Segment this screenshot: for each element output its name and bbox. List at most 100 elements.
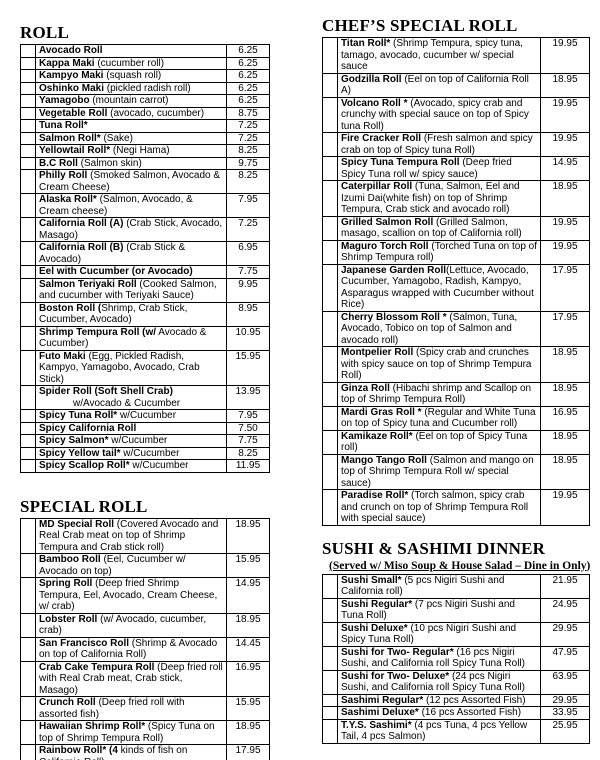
item-blank-cell xyxy=(20,44,36,58)
item-price: 21.95 xyxy=(540,573,590,599)
item-price: 17.95 xyxy=(226,744,270,760)
menu-item-row: Avocado Roll 6.25 xyxy=(20,44,270,58)
item-name-cell: Kappa Maki (cucumber roll) xyxy=(35,56,227,70)
item-price: 17.95 xyxy=(540,263,590,312)
item-description: (Eel on top of Spicy Tuna roll) xyxy=(341,430,528,453)
item-name: Spicy Salmon* xyxy=(39,435,109,446)
item-description: (w/ Avocado, cucumber, crab) xyxy=(39,613,207,636)
item-name: Oshinko Maki xyxy=(39,82,105,94)
item-name-cell: T.Y.S. Sashimi* (4 pcs Tuna, 4 pcs Yello… xyxy=(337,718,541,744)
menu-item-row: Grilled Salmon Roll (Grilled Salmon, mas… xyxy=(322,215,590,241)
item-name: Spicy California Roll xyxy=(39,422,137,434)
chefs-special-roll-table: Titan Roll* (Shrimp Tempura, spicy tuna,… xyxy=(322,37,590,526)
menu-item-row: Salmon Teriyaki Roll (Cooked Salmon, and… xyxy=(20,277,270,303)
menu-item-row: Sushi Deluxe* (10 pcs Nigiri Sushi and S… xyxy=(322,621,590,647)
item-blank-cell xyxy=(322,96,338,133)
item-description: (Spicy crab and crunches with spicy sauc… xyxy=(341,347,532,381)
item-name: San Francisco Roll xyxy=(39,637,130,649)
item-description: (Smoked Salmon, Avocado & Cream Cheese) xyxy=(39,170,221,193)
item-price: 18.95 xyxy=(540,346,590,383)
item-price: 18.95 xyxy=(226,517,270,554)
item-blank-cell xyxy=(20,56,36,70)
item-name-cell: Crunch Roll (Deep fried roll with assort… xyxy=(35,696,227,721)
menu-item-row: Kamikaze Roll* (Eel on top of Spicy Tuna… xyxy=(322,429,590,455)
item-price: 13.95 xyxy=(226,385,270,410)
item-name: Hawaiian Shrimp Roll* xyxy=(39,721,146,733)
item-price: 6.95 xyxy=(226,241,270,266)
item-name-cell: MD Special Roll (Covered Avocado and Rea… xyxy=(35,517,227,554)
item-description: (24 pcs Nigiri Sushi, and California rol… xyxy=(341,670,525,693)
item-name-cell: Montpelier Roll (Spicy crab and crunches… xyxy=(337,346,541,383)
menu-item-row: Sushi for Two- Deluxe* (24 pcs Nigiri Su… xyxy=(322,669,590,695)
item-price: 7.25 xyxy=(226,217,270,242)
item-price: 47.95 xyxy=(540,645,590,671)
item-name-cell: Sashimi Regular* (12 pcs Assorted Fish) xyxy=(337,693,541,707)
item-description: (7 pcs Nigiri Sushi and Tuna Roll) xyxy=(341,598,515,621)
item-blank-cell xyxy=(20,106,36,120)
item-name-cell: Yamagobo (mountain carrot) xyxy=(35,94,227,108)
item-price: 29.95 xyxy=(540,621,590,647)
item-description: (Avocado, spicy crab and crunchy with sp… xyxy=(341,97,529,132)
item-blank-cell xyxy=(20,409,36,423)
item-price: 18.95 xyxy=(540,381,590,407)
menu-item-row: Mardi Gras Roll * (Regular and White Tun… xyxy=(322,405,590,431)
item-name-cell: California Roll (B) (Crab Stick & Avocad… xyxy=(35,241,227,266)
menu-item-row: Spicy Scallop Roll* w/Cucumber 11.95 xyxy=(20,459,270,473)
item-price: 14.95 xyxy=(226,577,270,614)
menu-item-row: MD Special Roll (Covered Avocado and Rea… xyxy=(20,517,270,554)
menu-item-row: Crab Cake Tempura Roll (Deep fried roll … xyxy=(20,660,270,697)
item-description: (squash roll) xyxy=(103,70,162,81)
item-blank-cell xyxy=(322,156,338,181)
menu-item-row: Spring Roll (Deep fried Shrimp Tempura, … xyxy=(20,577,270,614)
item-blank-cell xyxy=(322,645,338,671)
item-name-cell: Futo Maki (Egg, Pickled Radish, Kampyo, … xyxy=(35,349,227,386)
item-blank-cell xyxy=(322,381,338,407)
item-name: Sushi for Two- Regular* xyxy=(341,646,454,658)
item-description-line2: w/Avocado & Cucumber xyxy=(73,397,181,409)
item-blank-cell xyxy=(20,720,36,745)
item-description: (Salmon, Tuna, Avocado, Tobico on top of… xyxy=(341,311,518,346)
item-blank-cell xyxy=(322,669,338,695)
item-description: (Deep fried Spicy Tuna roll w/ spicy sau… xyxy=(341,157,512,180)
item-name: Kappa Maki xyxy=(39,57,95,69)
item-name: Sashimi Regular* xyxy=(341,694,424,706)
item-blank-cell xyxy=(20,217,36,242)
item-name-cell: Salmon Roll* (Sake) xyxy=(35,131,227,145)
item-description: (Lettuce, Avocado, Cucumber, Yamagobo, R… xyxy=(341,264,534,310)
item-description: (Spicy Tuna on top of Shrimp Tempura Rol… xyxy=(39,721,215,744)
item-description: (Covered Avocado and Real Crab meat on t… xyxy=(39,518,219,553)
item-name: Spider Roll (Soft Shell Crab) xyxy=(39,386,173,398)
menu-item-row: Kappa Maki (cucumber roll) 6.25 xyxy=(20,56,270,70)
item-price: 15.95 xyxy=(226,553,270,578)
item-name-cell: Sushi for Two- Regular* (16 pcs Nigiri S… xyxy=(337,645,541,671)
item-name: Futo Maki xyxy=(39,350,86,362)
item-description: (Salmon skin) xyxy=(77,157,142,169)
item-price: 6.25 xyxy=(226,56,270,70)
menu-item-row: Crunch Roll (Deep fried roll with assort… xyxy=(20,696,270,721)
item-price: 15.95 xyxy=(226,696,270,721)
item-blank-cell xyxy=(322,597,338,623)
menu-item-row: Ginza Roll (Hibachi shrimp and Scallop o… xyxy=(322,381,590,407)
item-blank-cell xyxy=(20,301,36,327)
menu-item-row: California Roll (A) (Crab Stick, Avocado… xyxy=(20,217,270,242)
menu-item-row: Alaska Roll* (Salmon, Avocado, & Cream c… xyxy=(20,193,270,218)
item-name-cell: Salmon Teriyaki Roll (Cooked Salmon, and… xyxy=(35,277,227,303)
item-name-cell: Spicy Salmon* w/Cucumber xyxy=(35,434,227,448)
item-blank-cell xyxy=(20,156,36,170)
menu-item-row: Futo Maki (Egg, Pickled Radish, Kampyo, … xyxy=(20,349,270,386)
item-name-cell: Japanese Garden Roll(Lettuce, Avocado, C… xyxy=(337,263,541,312)
item-price: 9.95 xyxy=(226,277,270,303)
item-name-cell: Mardi Gras Roll * (Regular and White Tun… xyxy=(337,405,541,431)
item-price: 8.25 xyxy=(226,169,270,194)
section-special-roll: SPECIAL ROLL MD Special Roll (Covered Av… xyxy=(20,497,270,760)
item-description: (Torched Tuna on top of Shrimp Tempura r… xyxy=(341,240,537,263)
item-blank-cell xyxy=(20,265,36,279)
item-description: (Eel, Cucumber w/ Avocado on top) xyxy=(39,554,186,577)
item-blank-cell xyxy=(20,446,36,460)
item-name-cell: Sushi for Two- Deluxe* (24 pcs Nigiri Su… xyxy=(337,669,541,695)
item-name: Spicy Yellow tail* xyxy=(39,447,121,459)
item-name: Crab Cake Tempura Roll xyxy=(39,661,155,673)
menu-item-row: Paradise Roll* (Torch salmon, spicy crab… xyxy=(322,489,590,526)
item-name: Titan Roll* xyxy=(341,38,391,49)
item-blank-cell xyxy=(322,37,338,74)
